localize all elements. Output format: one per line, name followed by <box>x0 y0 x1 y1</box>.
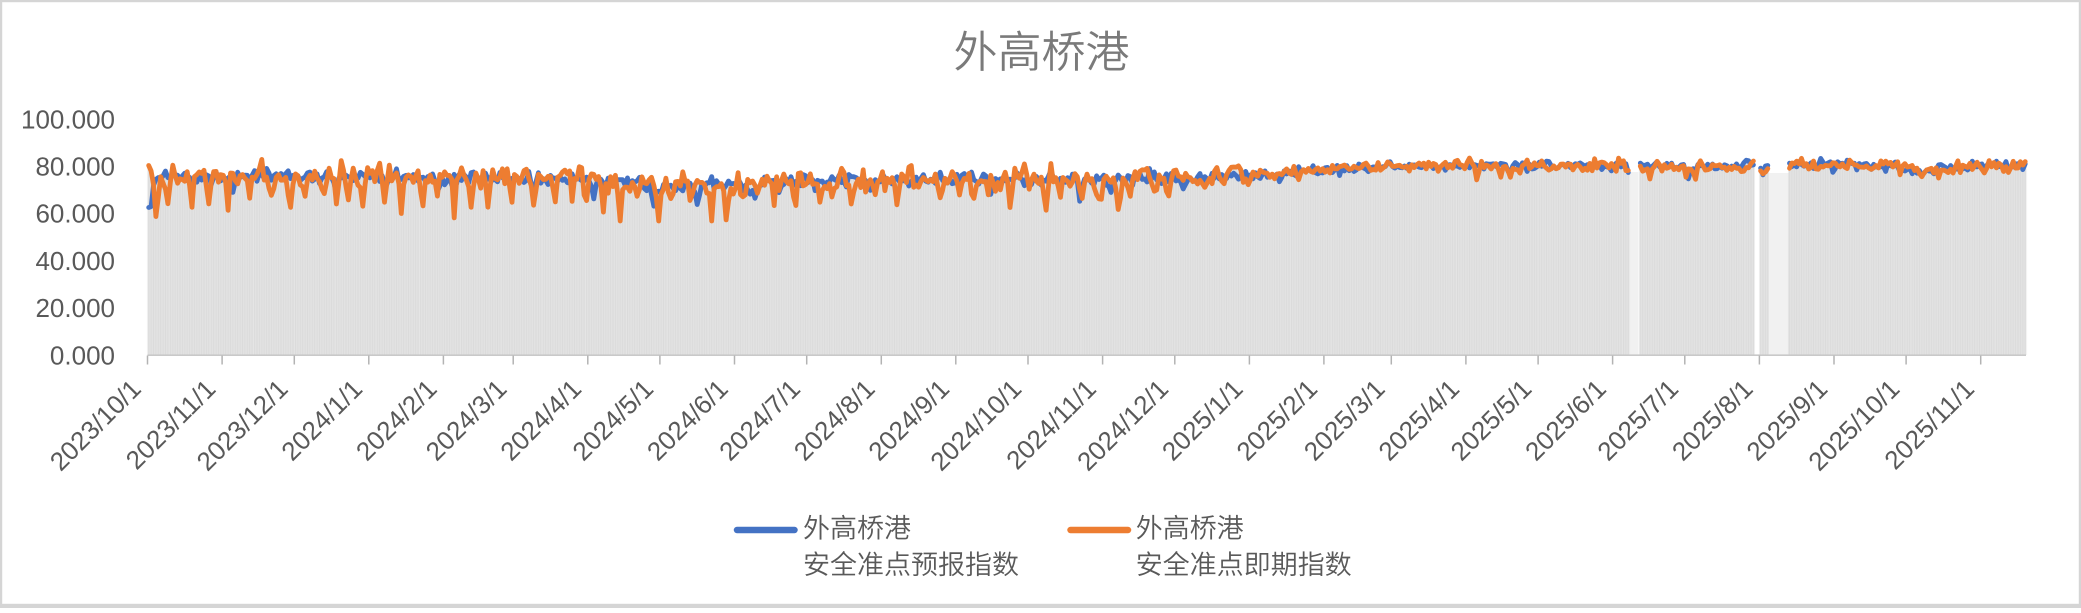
svg-text:0.000: 0.000 <box>50 340 115 370</box>
svg-text:100.000: 100.000 <box>21 104 115 134</box>
svg-text:20.000: 20.000 <box>35 293 115 323</box>
svg-text:40.000: 40.000 <box>35 246 115 276</box>
svg-text:60.000: 60.000 <box>35 199 115 229</box>
svg-text:80.000: 80.000 <box>35 152 115 182</box>
